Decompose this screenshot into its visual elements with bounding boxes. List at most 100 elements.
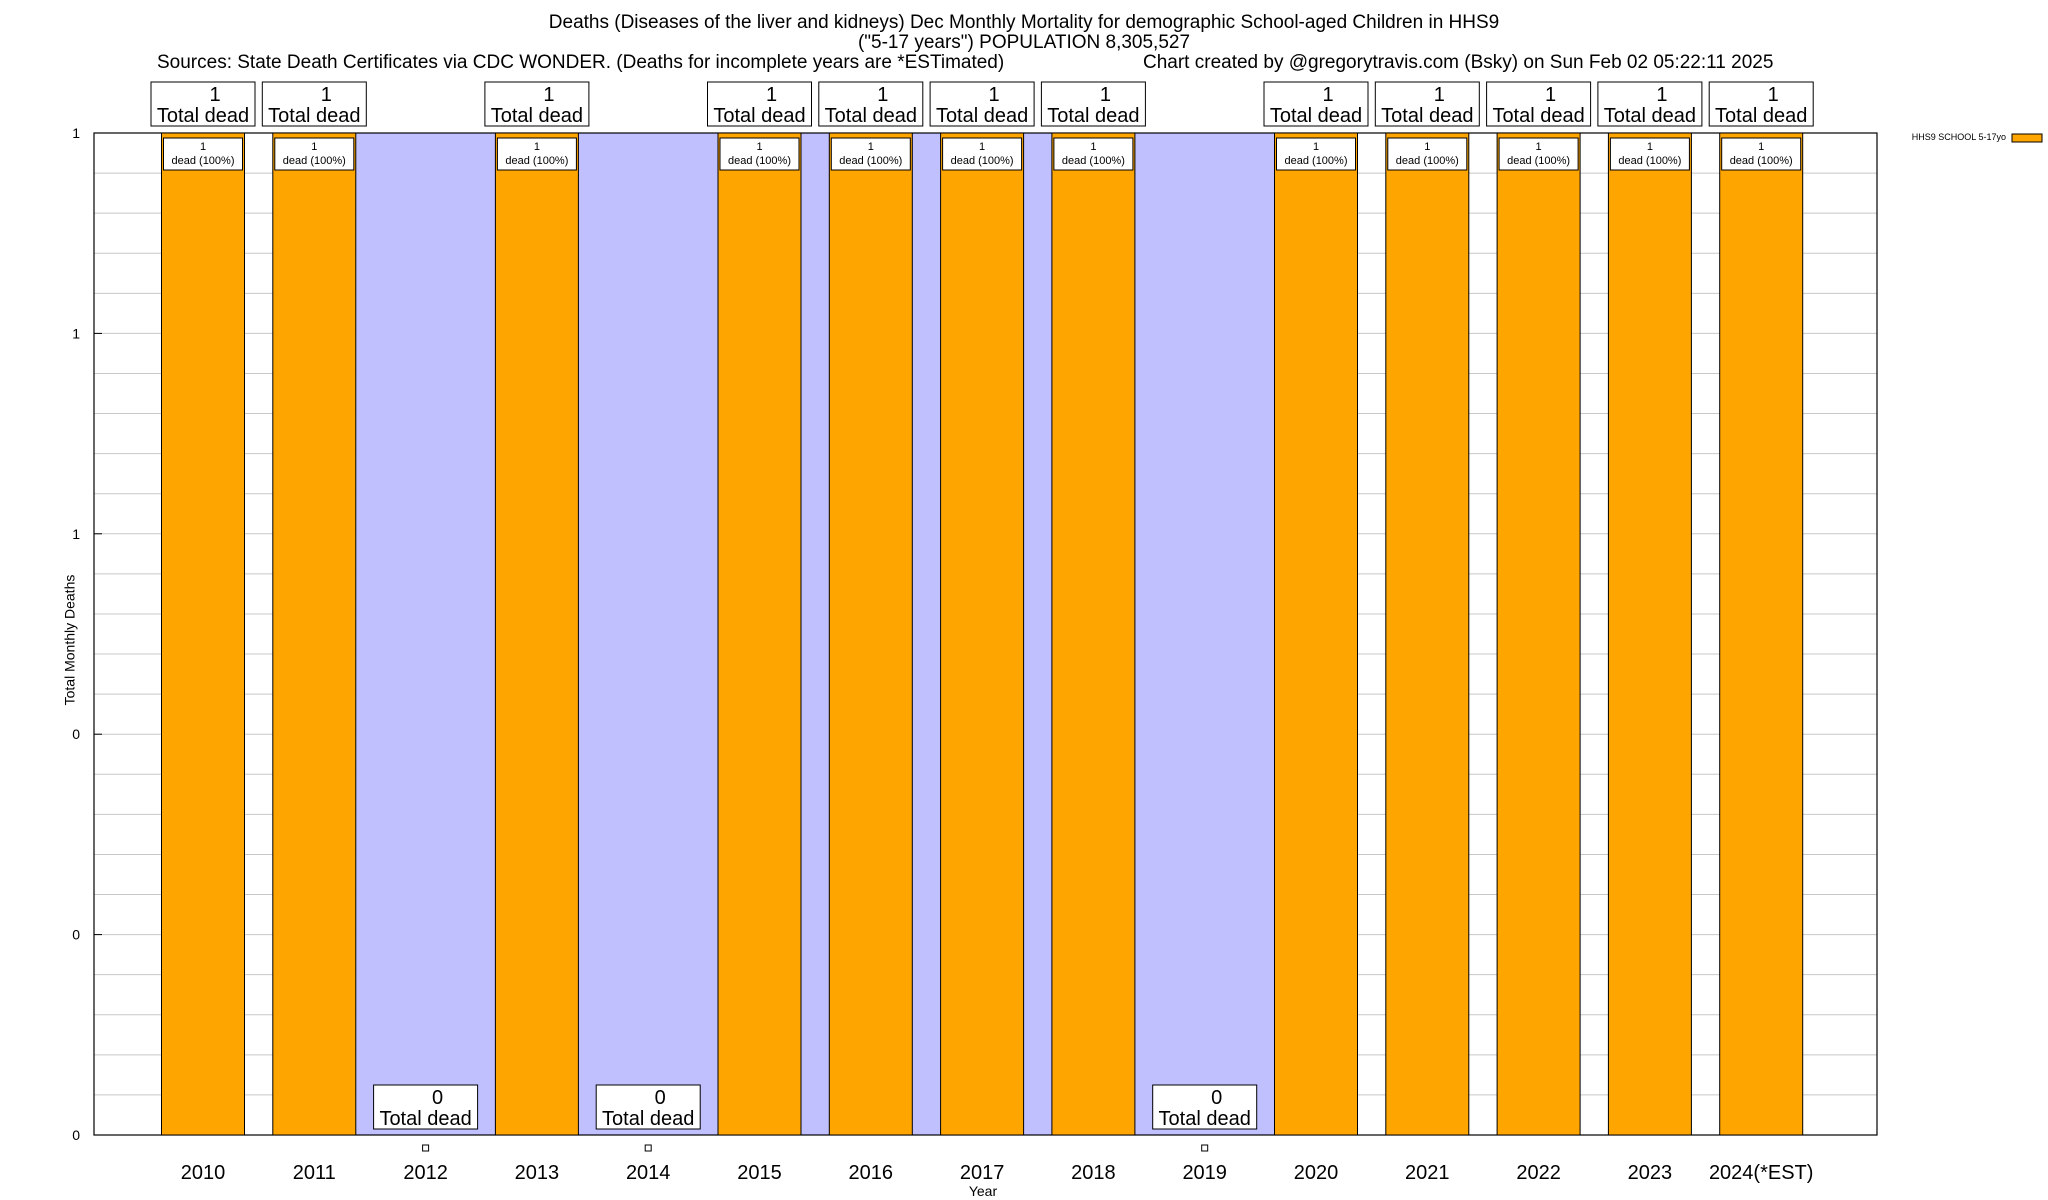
bar <box>1496 132 1581 1136</box>
total-box <box>595 1084 701 1130</box>
bar-label: dead (100%) <box>951 155 1014 167</box>
bar-label: dead (100%) <box>1062 155 1125 167</box>
x-tick-label: 2021 <box>1405 1162 1450 1184</box>
bar-label: dead (100%) <box>1285 155 1348 167</box>
bar <box>272 132 357 1136</box>
x-tick-label: 2012 <box>403 1162 448 1184</box>
bar-label-value: 1 <box>756 141 762 153</box>
bar <box>1719 132 1804 1136</box>
bar-label: dead (100%) <box>728 155 791 167</box>
bar-label-box <box>1498 137 1579 171</box>
chart-title: Deaths (Diseases of the liver and kidney… <box>548 12 1500 33</box>
chart-subtitle: ("5-17 years") POPULATION 8,305,527 <box>857 32 1191 53</box>
total-label: Total dead <box>379 1108 471 1130</box>
bar-label: dead (100%) <box>283 155 346 167</box>
x-tick-label: 2020 <box>1294 1162 1339 1184</box>
chart-credit: Chart created by @gregorytravis.com (Bsk… <box>1143 52 1774 73</box>
bar-label-value: 1 <box>1758 141 1764 153</box>
x-tick-label: 2023 <box>1628 1162 1673 1184</box>
total-label: Total dead <box>268 105 360 127</box>
bar <box>161 132 245 1136</box>
bar-label: dead (100%) <box>1730 155 1793 167</box>
total-box <box>261 81 367 127</box>
total-label: Total dead <box>157 105 249 127</box>
total-label: Total dead <box>1159 1108 1251 1130</box>
bar-label-value: 1 <box>200 141 206 153</box>
y-tick-label: 0 <box>72 1127 80 1143</box>
total-box <box>818 81 924 127</box>
bar-label: dead (100%) <box>505 155 568 167</box>
bar-label-value: 1 <box>1313 141 1319 153</box>
bar-label-box <box>496 137 577 171</box>
total-label: Total dead <box>825 105 917 127</box>
x-tick-label: 2018 <box>1071 1162 1116 1184</box>
bar-label-value: 1 <box>1536 141 1542 153</box>
bar <box>494 132 579 1136</box>
bar-label-value: 1 <box>1424 141 1430 153</box>
y-axis-label: Total Monthly Deaths <box>61 574 78 706</box>
bar-label-box <box>1387 137 1468 171</box>
bar-label-box <box>1276 137 1356 171</box>
x-tick-label: 2014 <box>626 1162 671 1184</box>
y-tick-label: 0 <box>72 726 80 742</box>
baseline-band <box>356 133 1275 1135</box>
bar <box>1274 132 1358 1136</box>
bar-label-box <box>719 137 800 171</box>
x-tick-label: 2013 <box>515 1162 560 1184</box>
bar-label: dead (100%) <box>1618 155 1681 167</box>
y-tick-label: 0 <box>72 927 80 943</box>
bar-label: dead (100%) <box>1396 155 1459 167</box>
total-value: 1 <box>543 84 554 106</box>
x-tick-label: 2016 <box>849 1162 894 1184</box>
total-value: 0 <box>1211 1087 1222 1109</box>
total-box <box>1152 1084 1258 1130</box>
total-value: 1 <box>1434 84 1445 106</box>
total-box <box>707 81 812 127</box>
x-tick-label: 2011 <box>293 1162 336 1184</box>
total-value: 1 <box>321 84 332 106</box>
total-label: Total dead <box>1270 105 1362 127</box>
bar-label-box <box>1609 137 1690 171</box>
y-tick-label: 1 <box>72 125 80 141</box>
bar <box>1051 132 1136 1136</box>
total-label: Total dead <box>1715 105 1807 127</box>
total-value: 1 <box>877 84 888 106</box>
total-value: 1 <box>1545 84 1556 106</box>
total-label: Total dead <box>936 105 1028 127</box>
chart-sources: Sources: State Death Certificates via CD… <box>157 52 1005 73</box>
bar-label-value: 1 <box>1647 141 1653 153</box>
bar-label-box <box>1721 137 1802 171</box>
total-label: Total dead <box>1492 105 1584 127</box>
total-box <box>1486 81 1592 127</box>
bar-label-box <box>1053 137 1134 171</box>
bar-label-value: 1 <box>1090 141 1096 153</box>
zero-marker <box>422 1144 430 1152</box>
total-box <box>1374 81 1480 127</box>
total-box <box>1708 81 1814 127</box>
bar-label: dead (100%) <box>1507 155 1570 167</box>
total-box <box>1040 81 1146 127</box>
legend-swatch <box>2011 133 2043 143</box>
total-box <box>1263 81 1369 127</box>
bar-label-value: 1 <box>534 141 540 153</box>
total-label: Total dead <box>491 105 583 127</box>
total-label: Total dead <box>602 1108 694 1130</box>
total-box <box>1597 81 1703 127</box>
total-box <box>929 81 1035 127</box>
bar-label-box <box>274 137 355 171</box>
total-value: 1 <box>1322 84 1333 106</box>
total-value: 1 <box>1768 84 1779 106</box>
bar-label-value: 1 <box>868 141 874 153</box>
bar-label-box <box>942 137 1023 171</box>
y-tick-label: 1 <box>72 325 80 341</box>
total-value: 1 <box>766 84 777 106</box>
x-tick-label: 2019 <box>1182 1162 1227 1184</box>
zero-marker <box>644 1144 652 1152</box>
total-label: Total dead <box>1604 105 1696 127</box>
bar <box>828 132 913 1136</box>
bar <box>1385 132 1470 1136</box>
bar-label-box <box>830 137 911 171</box>
total-value: 1 <box>1100 84 1111 106</box>
x-axis-label: Year <box>969 1183 998 1199</box>
